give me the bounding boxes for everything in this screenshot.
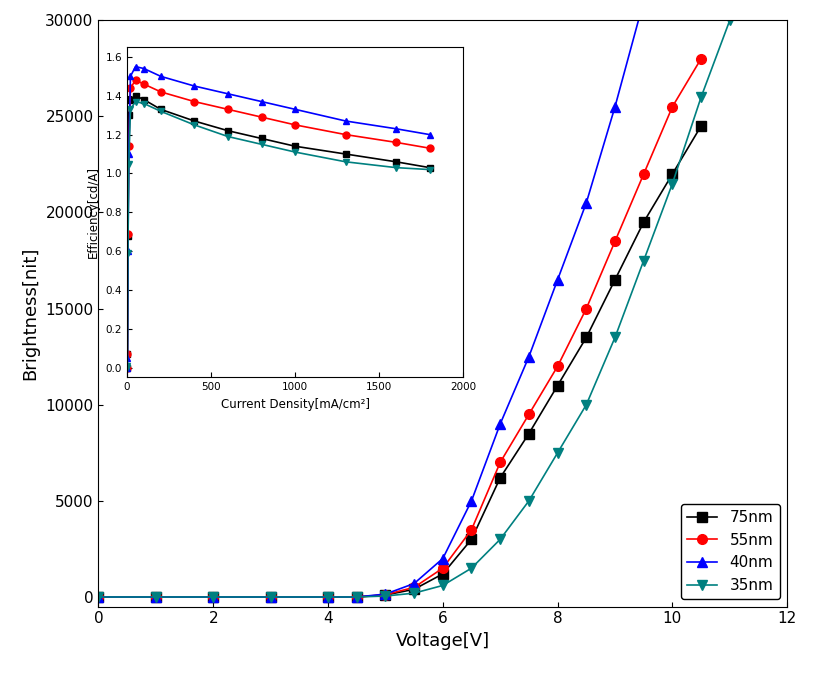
- 40nm: [638, 0, 648, 5]
- 75nm: [351, 593, 361, 601]
- X-axis label: Voltage[V]: Voltage[V]: [396, 632, 489, 650]
- 40nm: [495, 420, 505, 428]
- 35nm: [409, 589, 419, 597]
- 35nm: [265, 593, 275, 601]
- 55nm: [351, 593, 361, 601]
- Line: 75nm: 75nm: [93, 121, 705, 602]
- 35nm: [523, 497, 533, 505]
- 55nm: [695, 55, 705, 63]
- 75nm: [265, 593, 275, 601]
- 75nm: [638, 218, 648, 226]
- 75nm: [437, 570, 447, 578]
- 35nm: [437, 582, 447, 590]
- 55nm: [552, 362, 562, 370]
- 40nm: [323, 593, 333, 601]
- 55nm: [437, 564, 447, 572]
- 75nm: [93, 593, 103, 601]
- 55nm: [380, 590, 390, 599]
- 40nm: [552, 276, 562, 284]
- X-axis label: Current Density[mA/cm²]: Current Density[mA/cm²]: [220, 398, 369, 411]
- 55nm: [581, 305, 590, 313]
- 40nm: [466, 497, 476, 505]
- 55nm: [409, 583, 419, 591]
- 75nm: [466, 535, 476, 543]
- 55nm: [323, 593, 333, 601]
- 55nm: [466, 526, 476, 534]
- 75nm: [552, 381, 562, 390]
- 35nm: [552, 449, 562, 457]
- 75nm: [581, 334, 590, 342]
- Legend: 75nm, 55nm, 40nm, 35nm: 75nm, 55nm, 40nm, 35nm: [680, 504, 779, 599]
- Line: 55nm: 55nm: [93, 54, 705, 602]
- 35nm: [667, 179, 676, 187]
- Y-axis label: Efficiency[cd/A]: Efficiency[cd/A]: [87, 166, 100, 258]
- 75nm: [208, 593, 218, 601]
- 55nm: [151, 593, 161, 601]
- 55nm: [208, 593, 218, 601]
- 40nm: [609, 102, 619, 111]
- 35nm: [351, 593, 361, 601]
- 75nm: [380, 591, 390, 599]
- 35nm: [323, 593, 333, 601]
- 55nm: [667, 102, 676, 111]
- 40nm: [208, 593, 218, 601]
- 35nm: [380, 592, 390, 600]
- 35nm: [724, 16, 734, 24]
- 75nm: [609, 276, 619, 284]
- 75nm: [409, 585, 419, 593]
- 40nm: [380, 590, 390, 598]
- 75nm: [323, 593, 333, 601]
- 35nm: [695, 93, 705, 101]
- Line: 35nm: 35nm: [93, 0, 762, 602]
- 55nm: [609, 237, 619, 245]
- 40nm: [581, 199, 590, 207]
- 35nm: [495, 535, 505, 543]
- 35nm: [609, 334, 619, 342]
- 35nm: [466, 564, 476, 572]
- 35nm: [638, 257, 648, 265]
- 75nm: [523, 429, 533, 437]
- 55nm: [638, 170, 648, 178]
- 40nm: [437, 555, 447, 563]
- 55nm: [93, 593, 103, 601]
- 75nm: [495, 474, 505, 482]
- 40nm: [93, 593, 103, 601]
- 40nm: [151, 593, 161, 601]
- 35nm: [208, 593, 218, 601]
- 40nm: [409, 580, 419, 588]
- 75nm: [695, 122, 705, 130]
- Line: 40nm: 40nm: [93, 0, 705, 602]
- Y-axis label: Brightness[nit]: Brightness[nit]: [22, 247, 39, 380]
- 35nm: [151, 593, 161, 601]
- 75nm: [667, 170, 676, 178]
- 75nm: [151, 593, 161, 601]
- 40nm: [351, 593, 361, 601]
- 40nm: [265, 593, 275, 601]
- 55nm: [523, 410, 533, 419]
- 35nm: [581, 400, 590, 408]
- 35nm: [93, 593, 103, 601]
- 55nm: [495, 458, 505, 466]
- 55nm: [265, 593, 275, 601]
- 40nm: [523, 353, 533, 361]
